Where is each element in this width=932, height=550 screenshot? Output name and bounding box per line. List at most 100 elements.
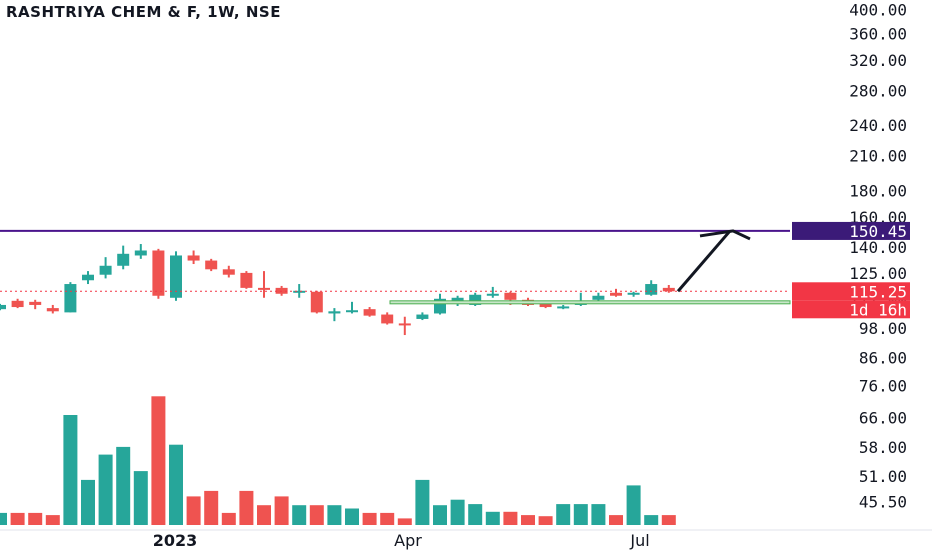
candle-body [187,255,200,261]
candle-body [381,314,394,324]
volume-bar [10,512,25,525]
candle-body [29,301,42,305]
candle-body [398,323,411,326]
candle-body [645,284,658,295]
volume-bar [345,508,359,525]
y-tick-label: 320.00 [849,51,907,70]
candle-body [486,293,499,296]
y-tick-label: 360.00 [849,24,907,43]
x-tick-label: Apr [394,531,422,550]
volume-bar [485,511,500,525]
countdown-label: 1d 16h [849,300,907,319]
price-label-150-bg [792,221,910,240]
candle-body [662,287,675,292]
volume-bar [81,479,95,525]
y-tick-label: 51.00 [859,467,907,486]
y-tick-label: 58.00 [859,438,907,457]
candle-body [346,310,358,313]
price-label-current: 115.25 [849,282,907,301]
volume-bar [644,515,659,525]
y-tick-label: 76.00 [859,377,907,396]
volume-bar [397,518,412,525]
candle-body [610,292,622,296]
candle-body [416,314,429,319]
candle-body [240,272,253,288]
projection-arrow [676,229,732,293]
candle-body [310,291,323,313]
volume-bar [450,499,465,525]
volume-bar [503,511,518,525]
candle-body [222,269,235,275]
volume-bar [362,512,377,525]
candle-body [134,250,147,256]
y-tick-label: 45.50 [859,493,907,512]
volume-bar [221,512,236,525]
volume-bar [573,504,588,525]
volume-bar [133,471,148,525]
candle-body [627,292,640,295]
volume-bar [609,515,623,525]
volume-bar [257,505,271,525]
volume-bar [327,505,342,525]
candle-body [82,274,94,281]
arrow-head [699,229,751,241]
candle-body [205,260,218,270]
y-tick-label: 210.00 [849,146,907,165]
price-label-current-bg [792,282,910,301]
volume-bar [380,512,395,525]
y-tick-label: 125.00 [849,264,907,283]
volume-bar [309,505,324,525]
volume-bar [186,496,201,525]
volume-bar [116,446,131,525]
candle-body [539,302,552,308]
candle-body [328,311,341,314]
x-tick-label: Jul [629,531,649,550]
volume-bar [468,504,483,525]
volume-bar [591,504,606,525]
volume-bar [204,490,219,525]
countdown-label-bg [792,300,910,319]
candle-body [117,253,130,266]
price-label-150: 150.45 [849,222,907,241]
y-tick-label: 280.00 [849,81,907,100]
volume-bar [239,490,254,525]
volume-bar [169,444,183,525]
volume-bar [433,505,447,525]
y-tick-label: 400.00 [849,1,907,20]
y-tick-label: 66.00 [859,409,907,428]
candle-body [11,300,24,308]
candle-body [170,255,182,298]
volume-bar [63,415,78,525]
candle-body [64,284,77,313]
candle-body [557,306,570,309]
candle-body [46,308,59,312]
y-tick-label: 240.00 [849,116,907,135]
volume-bar [28,512,43,525]
chart-title: RASHTRIYA CHEM & F, 1W, NSE [6,3,281,21]
y-tick-label: 140.00 [849,238,907,257]
volume-bar [661,515,676,525]
candle-body [592,295,605,300]
volume-bar [538,516,553,525]
volume-bar [292,505,307,525]
support-zone [389,300,791,305]
y-tick-label: 180.00 [849,181,907,200]
candle-body [363,309,376,316]
candle-body [152,250,165,296]
volume-bar [415,479,430,525]
volume-bar [626,485,641,525]
candle-body [99,265,112,275]
volume-bar [151,396,166,525]
candle-body [0,304,6,310]
y-tick-label: 98.00 [859,319,907,338]
volume-bar [98,454,113,525]
volume-bar [45,515,60,525]
y-tick-label: 86.00 [859,349,907,368]
candle-body [504,292,517,300]
candle-body [293,290,306,293]
candle-body [469,294,482,305]
candle-body [258,287,270,290]
volume-bar [521,515,535,525]
volume-bar [274,496,289,525]
